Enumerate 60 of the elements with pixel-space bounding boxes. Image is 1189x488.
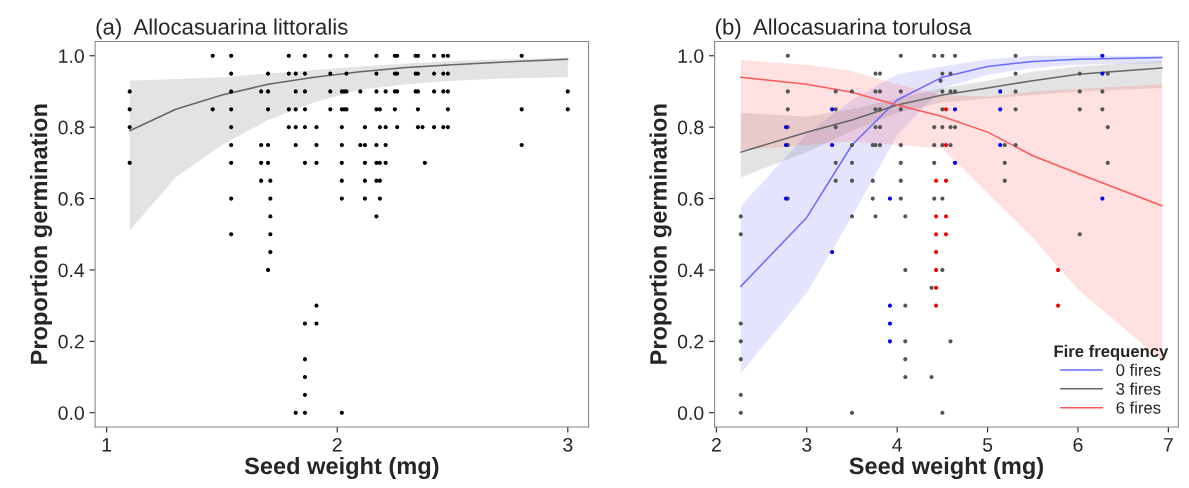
x-tick-label: 5 bbox=[982, 438, 993, 452]
point bbox=[830, 250, 835, 255]
x-tick-label: 6 bbox=[1073, 437, 1083, 452]
point bbox=[1100, 53, 1105, 58]
line-series bbox=[128, 58, 569, 132]
point bbox=[1055, 267, 1061, 273]
legend-label: 6 fires bbox=[1116, 401, 1161, 414]
point bbox=[933, 178, 939, 183]
point bbox=[887, 196, 893, 201]
point bbox=[933, 285, 939, 290]
chart-title: (a) Allocasuarina littoralis bbox=[96, 18, 348, 40]
y-axis-title: Proportion germination bbox=[649, 104, 672, 364]
point bbox=[933, 267, 939, 273]
point bbox=[943, 107, 949, 112]
line-series bbox=[740, 67, 1163, 153]
x-tick-label: 3 bbox=[802, 437, 812, 452]
point bbox=[1055, 303, 1061, 308]
legend-label: 0 fires bbox=[1116, 363, 1161, 376]
y-tick-label: 1.0 bbox=[678, 49, 704, 63]
point bbox=[952, 160, 958, 165]
legend-label: 3 fires bbox=[1116, 382, 1161, 395]
point bbox=[887, 339, 893, 344]
y-tick-label: 0.6 bbox=[677, 192, 704, 206]
x-axis-title: Seed weight (mg) bbox=[244, 456, 439, 480]
x-tick-label: 2 bbox=[711, 437, 721, 452]
y-tick-label: 0.0 bbox=[677, 406, 704, 420]
point bbox=[887, 303, 893, 308]
x-axis-title: Seed weight (mg) bbox=[849, 456, 1044, 480]
y-tick-label: 1.0 bbox=[59, 49, 84, 63]
point bbox=[933, 232, 939, 237]
point bbox=[943, 232, 949, 237]
y-tick-label: 0.2 bbox=[677, 334, 704, 349]
y-tick-label: 0.6 bbox=[58, 192, 84, 206]
y-tick-label: 0.0 bbox=[58, 406, 84, 420]
point bbox=[933, 214, 939, 219]
point bbox=[943, 214, 949, 219]
point bbox=[998, 107, 1003, 112]
y-tick-label: 0.2 bbox=[58, 334, 84, 349]
point bbox=[830, 142, 835, 148]
x-tick-label: 7 bbox=[1163, 438, 1173, 452]
point bbox=[998, 142, 1003, 148]
y-tick-label: 0.4 bbox=[58, 263, 85, 278]
x-tick-label: 1 bbox=[102, 438, 112, 452]
line-series bbox=[740, 56, 1163, 288]
y-tick-label: 0.4 bbox=[677, 263, 704, 278]
line-series bbox=[740, 76, 1163, 207]
chart-title: (b) Allocasuarina torulosa bbox=[715, 18, 972, 40]
point bbox=[952, 107, 958, 112]
legend-title: Fire frequency bbox=[1054, 344, 1169, 361]
point bbox=[933, 303, 939, 308]
x-tick-label: 3 bbox=[563, 437, 573, 452]
y-tick-label: 0.8 bbox=[677, 120, 704, 135]
point bbox=[998, 89, 1003, 94]
point bbox=[887, 321, 893, 326]
point bbox=[943, 178, 949, 183]
x-tick-label: 4 bbox=[892, 438, 903, 452]
y-axis-title: Proportion germination bbox=[30, 104, 53, 364]
x-tick-label: 2 bbox=[332, 437, 342, 452]
y-tick-label: 0.8 bbox=[58, 120, 84, 135]
point bbox=[933, 250, 939, 255]
